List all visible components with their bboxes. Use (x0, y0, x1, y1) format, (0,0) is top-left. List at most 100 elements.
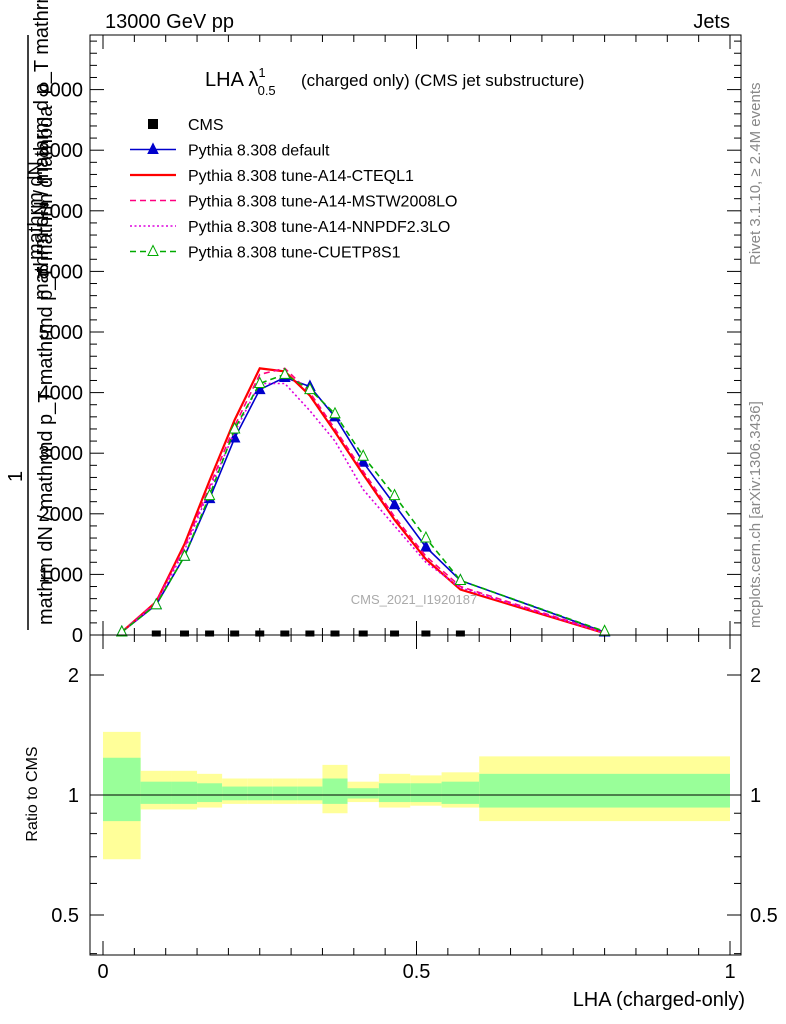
watermark: CMS_2021_I1920187 (351, 592, 478, 607)
cms-data-point (455, 630, 465, 637)
cms-data-point (330, 630, 340, 637)
legend-label: Pythia 8.308 tune-A14-CTEQL1 (188, 168, 414, 185)
series-marker (178, 549, 191, 561)
series-marker (420, 540, 432, 552)
main-ytick-labels: 0 1000 2000 3000 4000 5000 6000 7000 8000 9000 (39, 80, 84, 647)
main-series (116, 367, 611, 637)
cms-data-point (230, 630, 240, 637)
ratio-band-inner (297, 786, 323, 801)
ratio-xtick-label: 0 (97, 961, 108, 983)
ytick-label: 5000 (39, 322, 84, 344)
legend-label: CMS (188, 117, 224, 134)
cms-data-point (255, 630, 265, 637)
ratio-ytick-label: 2 (68, 665, 79, 687)
series-marker (150, 597, 163, 610)
main-plot: 0 1000 2000 3000 4000 5000 6000 7000 8000 9000 CM… (5, 0, 742, 647)
series-marker (388, 488, 401, 501)
series-marker (329, 406, 341, 419)
energy-label: 13000 GeV pp (105, 11, 234, 33)
ratio-ytick-label-right: 1 (750, 785, 761, 807)
ratio-band-inner (347, 788, 379, 799)
series-marker (203, 488, 216, 501)
ytick-label: 2000 (39, 504, 84, 526)
ratio-ytick-labels: 0.5 0.5 1 1 2 2 (51, 665, 778, 927)
title-rest: (charged only) (CMS jet substructure) (301, 71, 584, 90)
ratio-band-inner (479, 773, 730, 808)
ratio-band-inner (378, 783, 411, 803)
cms-data-point (151, 630, 161, 637)
main-ylabel: mathrm dN 1 mathrm dN / mathrmd p_T math… (5, 0, 57, 630)
svg-text:LHA λ10.5: LHA λ1 0.5 (205, 65, 276, 98)
ytick-label: 8000 (39, 140, 84, 162)
ratio-ytick-label-right: 0.5 (750, 905, 778, 927)
ratio-band-inner (197, 783, 223, 803)
ytick-label: 6000 (39, 261, 84, 283)
cms-data-point (358, 630, 368, 637)
cms-data-point (180, 630, 190, 637)
ratio-band-inner (103, 757, 141, 822)
ytick-label: 3000 (39, 443, 84, 465)
cms-data-point (205, 630, 215, 637)
cms-data-points (151, 630, 465, 637)
chart-title: LHA λ1 0.5 (charged only) (CMS jet substr… (205, 65, 584, 98)
ratio-band-inner (247, 786, 273, 801)
ratio-xtick-label: 0.5 (403, 961, 431, 983)
main-axis-ticks (90, 35, 741, 636)
ratio-xtick-label: 1 (724, 961, 735, 983)
ratio-band-inner (140, 781, 172, 804)
category-label: Jets (693, 11, 730, 33)
series-marker (253, 376, 266, 389)
series-marker (357, 449, 370, 461)
legend-marker-cms (148, 119, 158, 129)
legend-label: Pythia 8.308 tune-A14-NNPDF2.3LO (188, 219, 450, 236)
ylabel-numerator: mathrm dN (25, 161, 47, 260)
title-sup: 1 (258, 65, 265, 80)
legend-label: Pythia 8.308 tune-A14-MSTW2008LO (188, 194, 457, 211)
ratio-ytick-label: 1 (68, 785, 79, 807)
title-main: LHA λ (205, 69, 258, 91)
series-line (121, 373, 605, 633)
cms-data-point (421, 630, 431, 637)
ratio-axis-ticks (90, 635, 741, 955)
cms-data-point (305, 630, 315, 637)
series-marker (304, 382, 316, 395)
ratio-xtick-labels: 0 0.5 1 (97, 961, 735, 983)
series-marker (228, 421, 241, 434)
ratio-ylabel: Ratio to CMS (24, 746, 41, 841)
title-sub: 0.5 (258, 83, 276, 98)
series-marker (420, 530, 432, 543)
ratio-band-inner (171, 781, 198, 804)
series-marker (279, 367, 291, 379)
ytick-label: 9000 (39, 80, 84, 102)
ylabel-denominator: mathrm dN / mathrmd p_T mathrmd p_T math… (35, 105, 57, 625)
legend-label: Pythia 8.308 tune-CUETP8S1 (188, 245, 401, 262)
cms-data-point (280, 630, 290, 637)
ratio-band-inner (222, 786, 248, 801)
ytick-label: 0 (72, 625, 83, 647)
series-line (121, 367, 605, 635)
ytick-label: 7000 (39, 201, 84, 223)
legend-marker (147, 142, 159, 154)
cms-data-point (390, 630, 400, 637)
ratio-ytick-label: 0.5 (51, 905, 79, 927)
ytick-label: 4000 (39, 383, 84, 405)
ytick-label: 1000 (39, 564, 84, 586)
ratio-plot: 0.5 0.51 12 2 0 0.5 1 Ratio to CMS LHA (charg… (24, 634, 778, 1011)
ratio-band-inner (410, 783, 442, 803)
mcplots-label: mcplots.cern.ch [arXiv:1306.3436] (747, 401, 764, 628)
ratio-xlabel: LHA (charged-only) (573, 989, 745, 1011)
legend: CMS Pythia 8.308 default Pythia 8.308 tune… (130, 117, 457, 262)
legend-marker (147, 244, 159, 256)
ratio-ytick-label-right: 2 (750, 665, 761, 687)
ylabel-numerator-cont: 1 (5, 471, 27, 482)
series-marker (388, 497, 401, 510)
ratio-band-inner (272, 786, 298, 801)
series-marker (357, 455, 370, 467)
ratio-band-inner (441, 781, 480, 804)
legend-label: Pythia 8.308 default (188, 143, 330, 160)
series-marker (454, 573, 467, 585)
rivet-label: Rivet 3.1.10, ≥ 2.4M events (747, 83, 764, 266)
series-marker (116, 624, 128, 637)
ratio-bands (103, 731, 730, 860)
